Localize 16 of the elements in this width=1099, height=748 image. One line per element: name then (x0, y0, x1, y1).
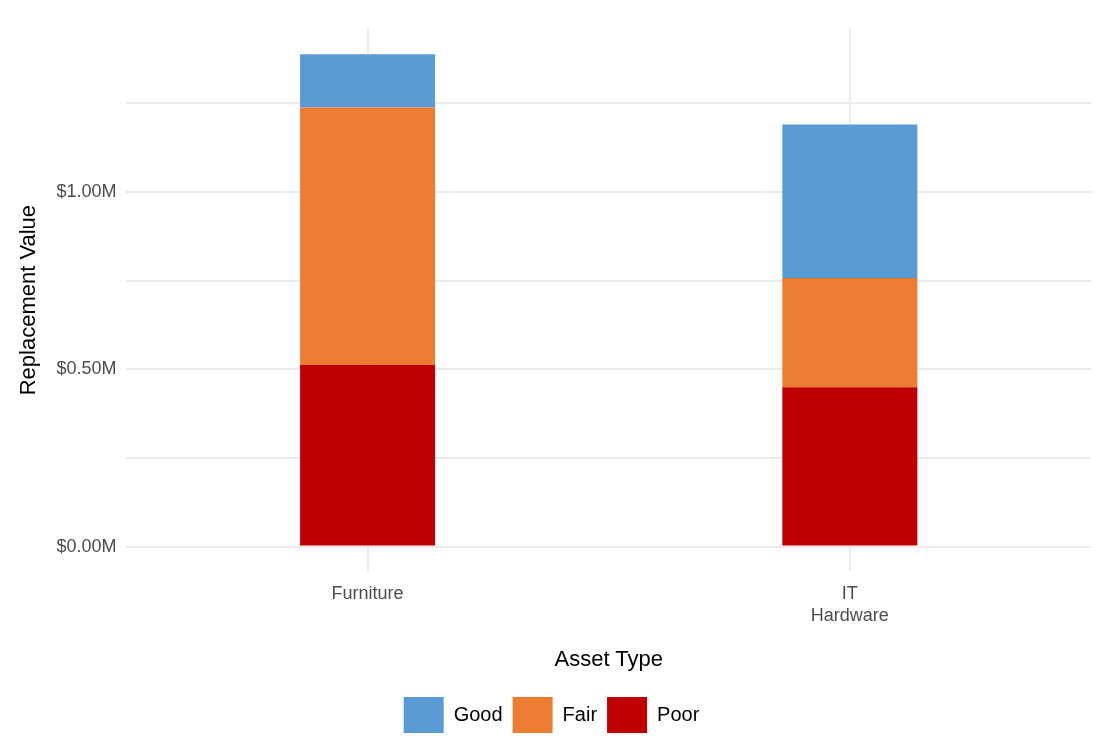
bar (300, 364, 436, 546)
y-tick-label: $0.00M (56, 535, 117, 556)
x-tick-label: IT Hardware (810, 583, 889, 625)
bar (782, 124, 918, 279)
y-axis-title: Replacement Value (15, 204, 41, 396)
legend-label: Poor (657, 702, 700, 725)
legend-label: Good (453, 702, 503, 725)
bar (782, 278, 918, 388)
bar (300, 54, 436, 108)
legend-label: Fair (562, 702, 598, 725)
x-tick-label: Furniture (331, 583, 404, 604)
y-tick-label: $0.50M (56, 358, 117, 379)
y-tick-label: $1.00M (56, 180, 117, 201)
bar (300, 107, 436, 365)
x-axis-title: Asset Type (554, 645, 663, 671)
bar (782, 387, 918, 546)
